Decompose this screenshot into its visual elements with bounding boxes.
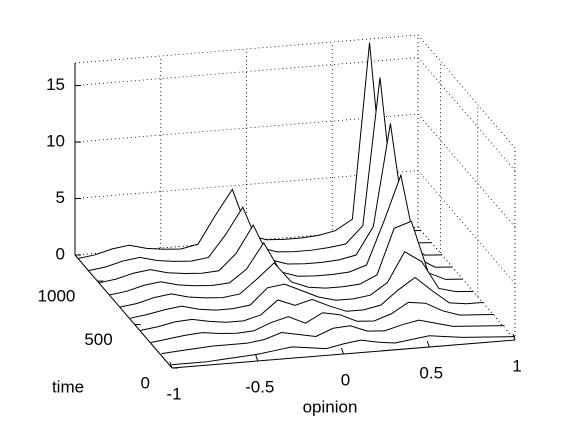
grid-line <box>74 57 419 86</box>
curve <box>140 276 484 331</box>
curve <box>171 335 516 366</box>
z-tick-label: 10 <box>46 132 65 151</box>
y-tick-label: 500 <box>84 330 112 349</box>
z-tick-label: 15 <box>46 75 65 94</box>
z-tick-label: 5 <box>56 188 65 207</box>
y-axis-label: time <box>52 377 84 396</box>
x-tick <box>341 347 344 355</box>
grid-line <box>417 57 516 171</box>
curve <box>161 319 505 355</box>
x-tick-label: 0.5 <box>419 363 443 382</box>
curve <box>119 220 463 308</box>
box-edge <box>74 34 419 64</box>
x-tick-label: 0 <box>341 370 350 389</box>
grid-line <box>417 170 516 284</box>
grid-line <box>74 170 419 199</box>
x-tick-label: -1 <box>166 384 181 403</box>
x-tick <box>169 361 173 369</box>
x-tick <box>255 354 259 362</box>
x-tick-label: 1 <box>512 356 521 375</box>
curve-fill <box>140 277 484 332</box>
curve-fill <box>119 221 463 308</box>
box-edge <box>417 34 516 149</box>
curve <box>130 251 474 319</box>
y-tick-label: 0 <box>141 373 150 392</box>
y-tick-label: 1000 <box>38 287 76 306</box>
curve <box>151 301 495 344</box>
x-axis-label: opinion <box>303 397 358 416</box>
grid-line <box>417 226 516 341</box>
grid-line <box>417 113 516 228</box>
x-tick <box>426 340 430 348</box>
grid-line <box>74 113 419 143</box>
y-axis <box>74 254 173 369</box>
x-tick-label: -0.5 <box>245 377 274 396</box>
x-tick <box>512 333 516 341</box>
z-tick-label: 0 <box>56 244 65 263</box>
curve-fill <box>161 320 505 356</box>
